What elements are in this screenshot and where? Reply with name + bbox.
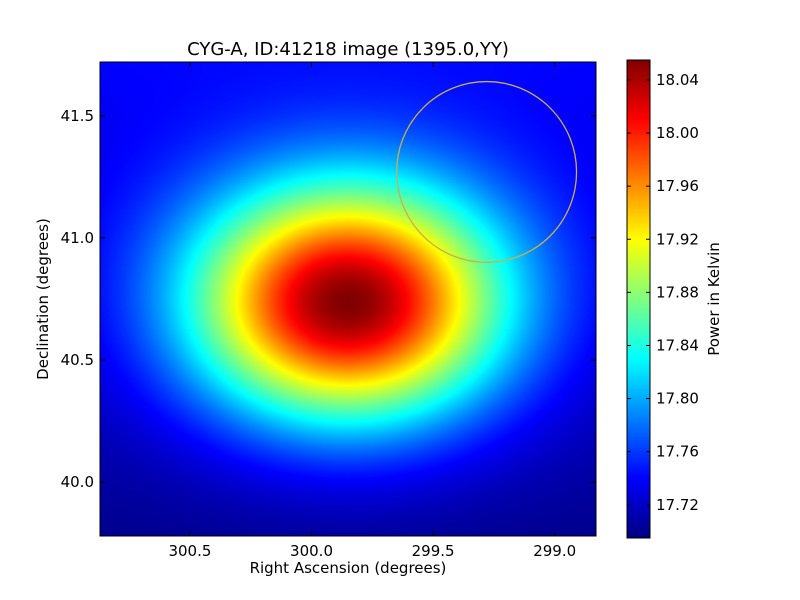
- colorbar-frame: [626, 59, 651, 539]
- x-axis-ticks: 300.5 300.0 299.5 299.0: [168, 62, 576, 560]
- colorbar-tick-label: 17.92: [656, 230, 699, 248]
- colorbar-tick-label: 17.88: [656, 283, 699, 301]
- colorbar-ticks: 17.72 17.76 17.80 17.84 17.88 17.92 17.96 18.00…: [627, 71, 699, 514]
- y-axis-label: Declination (degrees): [34, 218, 52, 380]
- y-axis-ticks: 40.0 40.5 41.0 41.5: [61, 107, 596, 491]
- colorbar-tick-label: 18.00: [656, 124, 699, 142]
- y-tick-label: 41.5: [61, 107, 94, 125]
- annotation-layer: [395, 80, 578, 264]
- x-tick-label: 299.0: [533, 542, 576, 560]
- colorbar-tick-label: 17.80: [656, 390, 699, 408]
- chart-title: CYG-A, ID:41218 image (1395.0,YY): [187, 39, 509, 60]
- plot-area: [100, 62, 596, 536]
- colorbar-tick-label: 17.84: [656, 336, 699, 354]
- colorbar: [627, 60, 650, 538]
- y-tick-label: 41.0: [61, 229, 94, 247]
- colorbar-label: Power in Kelvin: [705, 242, 723, 356]
- y-tick-label: 40.5: [61, 351, 94, 369]
- x-axis-label: Right Ascension (degrees): [250, 559, 447, 577]
- x-tick-label: 299.5: [412, 542, 455, 560]
- colorbar-tick-label: 17.72: [656, 496, 699, 514]
- y-tick-label: 40.0: [61, 473, 94, 491]
- colorbar-tick-label: 17.76: [656, 443, 699, 461]
- x-tick-label: 300.5: [168, 542, 211, 560]
- beam-circle: [395, 80, 578, 264]
- plot-frame: [99, 61, 597, 537]
- colorbar-tick-label: 17.96: [656, 177, 699, 195]
- colorbar-tick-label: 18.04: [656, 71, 699, 89]
- x-tick-label: 300.0: [290, 542, 333, 560]
